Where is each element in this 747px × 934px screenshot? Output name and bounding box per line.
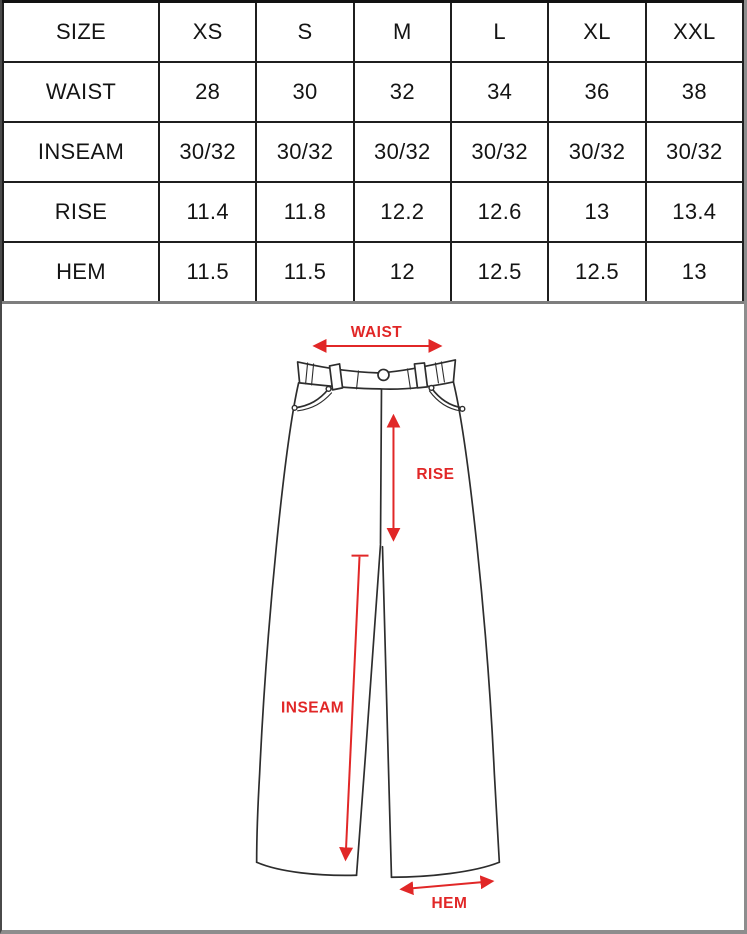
right-pocket-stitch xyxy=(428,390,461,412)
belt-loop-right xyxy=(413,362,429,389)
pants-drawing: WAIST RISE INSEAM HEM xyxy=(255,324,501,912)
cell-value: 30 xyxy=(255,61,355,123)
left-inseam-line xyxy=(355,543,382,877)
cell-value: 30/32 xyxy=(352,121,452,183)
rivet-icon xyxy=(325,385,332,392)
measurement-diagram: WAIST RISE INSEAM HEM xyxy=(2,304,744,930)
cell-value: 12.6 xyxy=(449,181,550,243)
cell-value: 12 xyxy=(352,241,452,304)
inseam-arrow xyxy=(339,556,361,862)
row-label-inseam: INSEAM xyxy=(2,121,160,183)
column-header-xxl: XXL xyxy=(644,0,744,63)
cell-value: 38 xyxy=(644,61,744,123)
cell-value: 28 xyxy=(157,61,258,123)
waistband-button xyxy=(377,368,390,382)
right-hem-edge xyxy=(390,861,501,879)
column-header-s: S xyxy=(255,0,355,63)
right-pocket-curve xyxy=(430,387,464,409)
cell-value: 11.5 xyxy=(255,241,355,304)
hem-label: HEM xyxy=(431,895,467,912)
cell-value: 32 xyxy=(352,61,452,123)
table-row-hem: HEM 11.5 11.5 12 12.5 12.5 13 xyxy=(2,241,744,304)
measurement-annotations: WAIST RISE INSEAM HEM xyxy=(281,324,495,912)
cell-value: 13 xyxy=(644,241,744,304)
row-label-waist: WAIST xyxy=(2,61,160,123)
column-header-l: L xyxy=(449,0,550,63)
left-hem-edge xyxy=(255,861,358,877)
fly-seam xyxy=(379,388,383,545)
waistband xyxy=(296,359,457,390)
rivet-icon xyxy=(291,404,298,411)
waistband-seam-right xyxy=(406,368,411,390)
cell-value: 30/32 xyxy=(255,121,355,183)
waistband-end-seam-left xyxy=(305,362,315,386)
cell-value: 12.5 xyxy=(449,241,550,304)
cell-value: 11.4 xyxy=(157,181,258,243)
rise-label: RISE xyxy=(416,466,454,483)
right-inseam-line xyxy=(381,545,393,879)
left-pocket-stitch xyxy=(297,392,333,412)
right-outer-seam xyxy=(452,381,501,864)
cell-value: 12.5 xyxy=(547,241,647,304)
left-pocket-curve xyxy=(293,388,330,409)
waist-label: WAIST xyxy=(351,324,403,341)
table-row-waist: WAIST 28 30 32 34 36 38 xyxy=(2,61,744,123)
hem-arrow xyxy=(399,875,495,896)
cell-value: 30/32 xyxy=(644,121,744,183)
left-outer-seam xyxy=(255,382,300,864)
cell-value: 13.4 xyxy=(644,181,744,243)
column-header-xs: XS xyxy=(157,0,258,63)
cell-value: 30/32 xyxy=(157,121,258,183)
inseam-label: INSEAM xyxy=(281,699,344,716)
belt-loop-left xyxy=(328,363,344,391)
row-label-hem: HEM xyxy=(2,241,160,304)
waistband-seam-left xyxy=(355,370,360,390)
cell-value: 30/32 xyxy=(547,121,647,183)
cell-value: 11.5 xyxy=(157,241,258,304)
waistband-end-seam-right xyxy=(434,361,445,384)
cell-value: 36 xyxy=(547,61,647,123)
pants-outline xyxy=(255,359,501,879)
size-chart-table: SIZE XS S M L XL XXL WAIST 28 30 32 34 3… xyxy=(2,0,744,304)
cell-value: 30/32 xyxy=(449,121,550,183)
column-header-m: M xyxy=(352,0,452,63)
cell-value: 12.2 xyxy=(352,181,452,243)
cell-value: 11.8 xyxy=(255,181,355,243)
table-row-inseam: INSEAM 30/32 30/32 30/32 30/32 30/32 30/… xyxy=(2,121,744,183)
rivet-icon xyxy=(428,384,435,391)
table-header-row: SIZE XS S M L XL XXL xyxy=(2,0,744,63)
rivet-icon xyxy=(459,405,466,412)
row-label-rise: RISE xyxy=(2,181,160,243)
column-header-xl: XL xyxy=(547,0,647,63)
cell-value: 13 xyxy=(547,181,647,243)
cell-value: 34 xyxy=(449,61,550,123)
table-row-rise: RISE 11.4 11.8 12.2 12.6 13 13.4 xyxy=(2,181,744,243)
column-header-size: SIZE xyxy=(2,0,160,63)
